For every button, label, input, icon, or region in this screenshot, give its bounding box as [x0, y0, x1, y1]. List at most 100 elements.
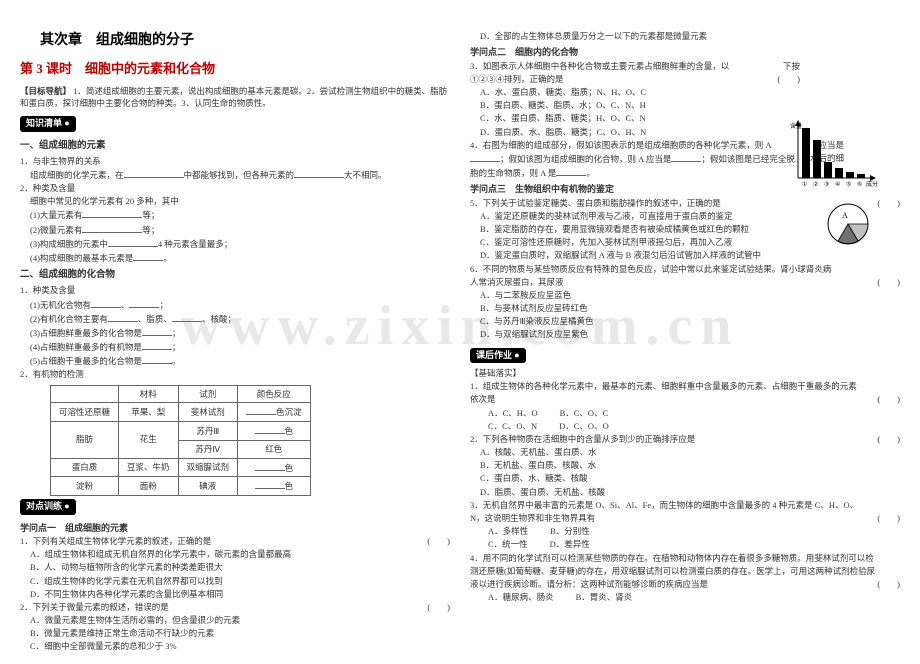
table-cell: 可溶性还原糖: [51, 403, 119, 422]
q2: 2．下列关于微量元素的叙述，错误的是 ( ): [20, 601, 450, 614]
q1-a: A．组成生物体和组成无机自然界的化学元素中，碳元素的含量都最高: [20, 548, 450, 561]
text: 等；: [142, 210, 159, 220]
table-cell: 苹果、梨: [119, 403, 179, 422]
blank-field: [470, 152, 500, 162]
text: 2．下列关于微量元素的叙述，错误的是: [20, 602, 169, 612]
table-row: 蛋白质 豆浆、牛奶 双缩脲试剂 色: [51, 458, 311, 477]
topic-1: 学问点一 组成细胞的元素: [20, 522, 450, 536]
table-cell: [51, 385, 119, 403]
table-cell: 蛋白质: [51, 458, 119, 477]
answer-paren: ( ): [427, 601, 450, 614]
bar-chart: 含量 ① ② ③ ④ ⑤ ⑥ 成分: [788, 118, 878, 188]
topic-2: 学问点二 细胞内的化合物: [470, 46, 900, 60]
text: (4)占细胞鲜重最多的有机物是: [30, 342, 142, 352]
table-row: 脂肪 花生 苏丹Ⅲ 色: [51, 422, 311, 441]
text: 色沉淀: [276, 407, 302, 417]
table-cell: 面粉: [119, 477, 179, 496]
text: 、: [121, 300, 130, 310]
text: 4．右图为细胞的组成部分，假如该图表示的是组成细胞质的各种化学元素，则 A: [470, 140, 772, 150]
text: ；: [159, 300, 168, 310]
table-cell: 双缩脲试剂: [178, 458, 238, 477]
text: 液以进行疾病诊断。请分析：这两种试剂能够诊断的疾病应当是: [470, 579, 708, 589]
s1-l8: (4)构成细胞的最基本元素是 。: [20, 251, 450, 265]
heading-s2: 二、组成细胞的化合物: [20, 268, 450, 282]
blank-field: [255, 461, 285, 471]
text: (1)大量元素有: [30, 210, 82, 220]
blank-field: [129, 298, 159, 308]
q2-c: C．细胞中全部微量元素的总和少于 3%: [20, 640, 450, 653]
blank-field: [246, 405, 276, 415]
text: ；假如该图是已经完全脱: [701, 154, 795, 164]
table-row: 材料 试剂 颜色反应: [51, 385, 311, 403]
answer-paren: ( ): [877, 276, 900, 289]
text: 依次是: [470, 394, 496, 404]
q2-d: D．全部的占生物体总质量万分之一以下的元素都是微量元素: [470, 30, 900, 43]
blank-field: [142, 326, 172, 336]
opt: B．分别性: [550, 525, 590, 538]
opt: B．C、O、C: [560, 407, 609, 420]
blank-field: [294, 168, 344, 178]
s1-l5: (1)大量元素有 等；: [20, 208, 450, 222]
svg-text:⑤: ⑤: [846, 181, 851, 188]
text: (4)构成细胞的最基本元素是: [30, 253, 133, 263]
answer-paren: ( ): [877, 512, 900, 525]
table-cell: 红色: [238, 440, 311, 458]
text: 2．下列各种物质在活细胞中的含量从多到少的正确排序应是: [470, 434, 695, 444]
table-cell: 色: [238, 422, 311, 441]
text: 等；: [142, 225, 159, 235]
q1-d: D．不同生物体内各种化学元素的含量比例基本相同: [20, 588, 450, 601]
text: 、脂质、: [138, 314, 172, 324]
table-cell: 色沉淀: [238, 403, 311, 422]
left-column: 其次章 组成细胞的分子 第 3 课时 细胞中的元素和化合物 【目标导航】 1．简…: [20, 30, 450, 654]
y-axis-label: 含量: [790, 122, 802, 130]
q6-b: B．与斐林试剂反应呈砖红色: [470, 302, 900, 315]
text: 。: [172, 356, 181, 366]
objective-block: 【目标导航】 1．简述组成细胞的主要元素，说出构成细胞的基本元素是碳。2．尝试检…: [20, 85, 450, 111]
s2-l2: (1)无机化合物有 、 ；: [20, 298, 450, 312]
answer-paren: ( ): [427, 535, 450, 548]
detection-table: 材料 试剂 颜色反应 可溶性还原糖 苹果、梨 斐林试剂 色沉淀 脂肪 花生 苏丹…: [50, 385, 311, 497]
table-cell: 试剂: [178, 385, 238, 403]
svg-text:①: ①: [802, 181, 807, 188]
table-cell: 材料: [119, 385, 179, 403]
text: 人常消灭尿蛋白，其尿液: [470, 277, 564, 287]
opt: A．C、H、O: [488, 407, 538, 420]
q5: 5．下列关于试验鉴定糖类、蛋白质和脂肪操作的叙述中，正确的是( ): [470, 197, 900, 210]
tag-duidian: 对点训练 ●: [20, 499, 76, 515]
s2-l1: 1．种类及含量: [20, 284, 450, 297]
text: 、核酸；: [202, 314, 236, 324]
table-cell: 苏丹Ⅳ: [178, 440, 238, 458]
k1: 1．组成生物体的各种化学元素中，最基本的元素、细胞鲜重中含量最多的元素、占细胞干…: [470, 380, 900, 393]
page-container: 其次章 组成细胞的分子 第 3 课时 细胞中的元素和化合物 【目标导航】 1．简…: [0, 0, 920, 664]
table-row: 淀粉 面粉 碘液 色: [51, 477, 311, 496]
text: (3)占细胞鲜重最多的化合物是: [30, 328, 142, 338]
table-cell: 斐林试剂: [178, 403, 238, 422]
svg-text:③: ③: [824, 181, 829, 188]
s1-l7: (3)构成细胞的元素中4 种元素含量最多；: [20, 237, 450, 251]
text: (2)微量元素有: [30, 225, 82, 235]
opt: C．统一性: [488, 538, 528, 551]
text: (2)有机化合物主要有: [30, 314, 108, 324]
text: 。: [163, 253, 172, 263]
blank-field: [556, 166, 586, 176]
opt: D．差异性: [550, 538, 590, 551]
text: ；假如该图为组成细胞的化合物，则 A 应当是: [500, 154, 671, 164]
table-cell: 色: [238, 477, 311, 496]
opt: A．糖尿病、肠炎: [488, 591, 554, 604]
text: (1)无机化合物有: [30, 300, 91, 310]
table-cell: 碘液: [178, 477, 238, 496]
blank-field: [255, 479, 285, 489]
opt: A．多样性: [488, 525, 528, 538]
text: 。: [586, 168, 595, 178]
q6-c: C．与苏丹Ⅲ染液反应呈橘黄色: [470, 315, 900, 328]
q2-a: A．微量元素是生物体生活所必需的，但含量很少的元素: [20, 614, 450, 627]
text: 1．下列有关组成生物体化学元素的叙述，正确的是: [20, 536, 211, 546]
blank-field: [124, 168, 184, 178]
q6-a: A．与二苯胺反应呈蓝色: [470, 289, 900, 302]
table-cell: 苏丹Ⅲ: [178, 422, 238, 441]
q5-d: D．鉴定蛋白质时，双缩脲试剂 A 液与 B 液混匀后沿试管加入样液的试管中: [470, 249, 900, 262]
k3-opts-1: A．多样性 B．分别性: [470, 525, 900, 538]
k4-b: 测还原糖(如葡萄糖、麦芽糖)的存在，用双缩脲试剂可以检测蛋白质的存在。医学上，可…: [470, 565, 900, 578]
text: N，这说明生物界和非生物界具有: [470, 513, 595, 523]
table-cell: 色: [238, 458, 311, 477]
